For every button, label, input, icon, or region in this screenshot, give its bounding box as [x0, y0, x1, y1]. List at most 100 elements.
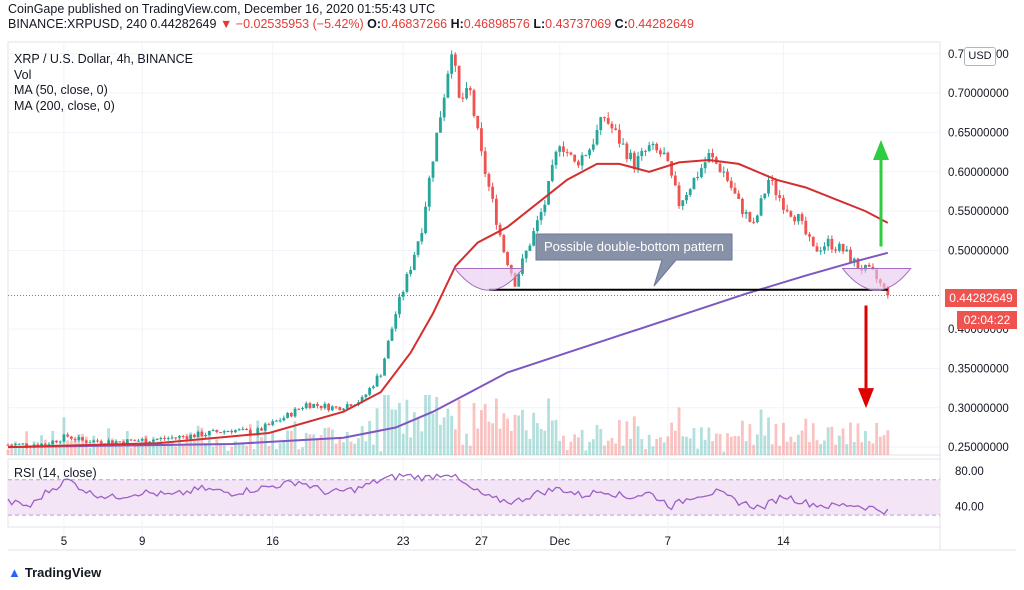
volume-bar	[726, 433, 729, 455]
volume-bar	[219, 444, 222, 455]
candle-body	[569, 152, 573, 155]
volume-bar	[610, 437, 614, 455]
volume-bar	[636, 426, 640, 455]
candle-body	[826, 238, 830, 247]
volume-bar	[644, 449, 647, 455]
candle-body	[789, 211, 793, 217]
candle-body	[248, 430, 252, 435]
candle-body	[170, 437, 174, 439]
candle-body	[841, 243, 845, 252]
volume-bar	[722, 451, 726, 455]
candle-body	[487, 173, 491, 187]
candle-body	[200, 431, 204, 437]
candle-body	[793, 216, 797, 222]
volume-bar	[487, 421, 491, 455]
candle-body	[424, 206, 427, 234]
volume-bar	[476, 428, 480, 455]
candle-body	[394, 314, 398, 329]
candle-body	[245, 428, 248, 431]
candle-body	[830, 238, 834, 250]
volume-bar	[673, 430, 677, 455]
rsi-tick-label: 40.00	[955, 501, 984, 513]
volume-bar	[21, 447, 25, 455]
volume-bar	[394, 409, 398, 455]
volume-bar	[554, 419, 558, 455]
volume-bar	[472, 402, 476, 455]
volume-bar	[390, 409, 394, 455]
tradingview-logo[interactable]: ▲ TradingView	[8, 565, 101, 580]
volume-bar	[230, 446, 234, 455]
candle-body	[804, 220, 808, 235]
price-tick-label: 0.50000000	[948, 245, 1009, 257]
price-tick-label: 0.60000000	[948, 167, 1009, 179]
volume-bar	[576, 437, 580, 455]
tradingview-icon: ▲	[8, 565, 21, 580]
volume-bar	[886, 430, 890, 455]
currency-badge[interactable]: USD	[964, 47, 996, 66]
candle-body	[25, 443, 29, 447]
candle-body	[271, 421, 275, 425]
price-scale-labels: 0.750000000.700000000.650000000.60000000…	[948, 49, 1009, 513]
candle-body	[275, 420, 278, 422]
volume-bar	[308, 434, 312, 455]
volume-bar	[823, 440, 826, 455]
candle-body	[286, 413, 289, 418]
candle-body	[189, 434, 193, 439]
candle-body	[800, 214, 804, 221]
candle-body	[338, 407, 342, 411]
candle-body	[17, 443, 21, 445]
volume-bar	[614, 443, 618, 455]
ma50-line	[7, 158, 889, 449]
candle-body	[144, 438, 148, 443]
volume-bar	[200, 427, 204, 455]
candle-body	[666, 152, 670, 162]
candle-body	[62, 434, 66, 442]
candle-body	[92, 440, 96, 443]
volume-bar	[629, 438, 632, 455]
candle-body	[6, 444, 10, 446]
volume-bar	[222, 445, 226, 455]
candle-body	[711, 152, 714, 158]
candle-body	[562, 146, 565, 152]
volume-bar	[670, 422, 673, 455]
candle-body	[558, 146, 562, 152]
volume-bar	[334, 443, 338, 455]
volume-bar	[260, 437, 263, 455]
volume-bar	[345, 431, 349, 455]
candle-body	[573, 154, 577, 162]
volume-bar	[439, 424, 442, 455]
volume-bar	[256, 420, 260, 455]
candle-body	[856, 258, 860, 269]
candle-body	[431, 161, 435, 178]
rsi-tick-label: 80.00	[955, 466, 984, 478]
volume-bar	[860, 442, 864, 455]
volume-bar	[248, 424, 252, 455]
annotation-callout	[535, 233, 733, 287]
candle-body	[301, 408, 304, 410]
volume-bar	[796, 434, 800, 455]
volume-bar	[524, 430, 528, 455]
open-key: O:	[367, 17, 382, 31]
candle-body	[759, 198, 763, 216]
candle-body	[823, 246, 826, 251]
volume-bar	[133, 443, 137, 455]
volume-bar	[789, 436, 793, 455]
candle-body	[81, 437, 84, 441]
rsi-band	[8, 479, 940, 516]
volume-bar	[275, 448, 278, 455]
candle-body	[644, 150, 647, 152]
volume-bar	[282, 441, 286, 455]
candle-body	[491, 186, 495, 199]
volume-bar	[804, 418, 808, 455]
horizontal-grid	[8, 53, 940, 448]
volume-bar	[483, 403, 487, 455]
candle-body	[815, 246, 819, 252]
candle-body	[241, 428, 245, 430]
candle-body	[10, 444, 14, 446]
volume-bar	[793, 442, 797, 455]
high-key: H:	[450, 17, 464, 31]
candle-body	[230, 430, 234, 433]
candle-body	[47, 444, 51, 446]
volume-bar	[837, 435, 841, 455]
